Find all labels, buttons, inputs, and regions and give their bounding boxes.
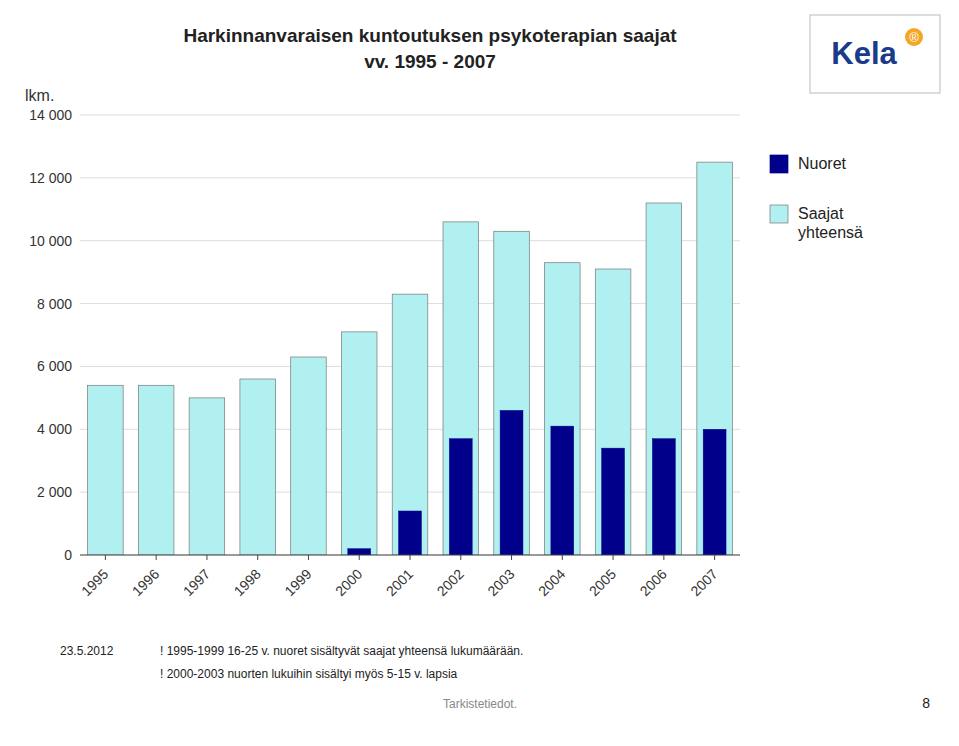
bar xyxy=(703,429,726,555)
x-tick-label: 2004 xyxy=(535,566,568,599)
y-tick-label: 10 000 xyxy=(29,233,72,249)
grid-line xyxy=(80,240,740,241)
bar xyxy=(646,203,682,555)
bar xyxy=(652,439,675,555)
y-tick-label: 8 000 xyxy=(37,296,72,312)
y-axis-label: lkm. xyxy=(25,87,54,104)
grid-line xyxy=(80,115,740,116)
bar xyxy=(697,162,733,555)
x-tick xyxy=(206,555,207,560)
bar xyxy=(449,439,472,555)
chart: Harkinnanvaraisen kuntoutuksen psykotera… xyxy=(0,0,959,746)
bar xyxy=(88,385,124,555)
title: Harkinnanvaraisen kuntoutuksen psykotera… xyxy=(183,25,677,46)
bar xyxy=(291,357,327,555)
bar xyxy=(240,379,276,555)
bar xyxy=(602,448,625,555)
logo-symbol: ® xyxy=(909,30,919,45)
x-tick xyxy=(562,555,563,560)
bars xyxy=(88,162,733,555)
x-tick xyxy=(359,555,360,560)
x-tick-label: 2000 xyxy=(332,566,365,599)
y-grid xyxy=(80,115,740,555)
logo-box xyxy=(810,15,940,93)
x-tick-label: 2007 xyxy=(687,566,720,599)
legend-swatch xyxy=(770,205,788,223)
x-tick xyxy=(460,555,461,560)
bar xyxy=(392,294,428,555)
y-tick-label: 0 xyxy=(64,547,72,563)
y-tick-label: 2 000 xyxy=(37,484,72,500)
x-tick-label: 2001 xyxy=(383,566,416,599)
logo: Kela ® xyxy=(810,15,940,93)
bar xyxy=(595,269,631,555)
grid-line xyxy=(80,177,740,178)
x-tick-label: 2002 xyxy=(434,566,467,599)
x-tick xyxy=(613,555,614,560)
x-tick xyxy=(663,555,664,560)
bar xyxy=(443,222,479,555)
x-tick-label: 2005 xyxy=(586,566,619,599)
y-tick-label: 4 000 xyxy=(37,421,72,437)
footnote: ! 2000-2003 nuorten lukuihin sisältyi my… xyxy=(160,667,458,681)
y-tick-label: 14 000 xyxy=(29,107,72,123)
x-tick-label: 1997 xyxy=(180,566,213,599)
y-tick-label: 12 000 xyxy=(29,170,72,186)
bar xyxy=(189,398,225,555)
footnote-date: 23.5.2012 xyxy=(60,644,114,658)
x-tick xyxy=(156,555,157,560)
bar xyxy=(348,549,371,555)
legend-label: Nuoret xyxy=(798,155,847,172)
bar xyxy=(399,511,422,555)
bar xyxy=(494,231,530,555)
x-tick-label: 2003 xyxy=(484,566,517,599)
page-number: 8 xyxy=(922,695,930,711)
footnote: ! 1995-1999 16-25 v. nuoret sisältyvät s… xyxy=(160,644,523,658)
y-tick-label: 6 000 xyxy=(37,358,72,374)
x-tick xyxy=(410,555,411,560)
bar-series xyxy=(88,162,733,555)
subtitle: vv. 1995 - 2007 xyxy=(364,51,496,72)
x-tick xyxy=(714,555,715,560)
legend-swatch xyxy=(770,155,788,173)
x-tick-label: 2006 xyxy=(637,566,670,599)
bar xyxy=(138,385,174,555)
x-tick-label: 1996 xyxy=(129,566,162,599)
x-tick xyxy=(308,555,309,560)
bar-series xyxy=(348,410,726,555)
bar xyxy=(545,263,581,555)
footnote-center: Tarkistetiedot. xyxy=(443,697,517,711)
bar xyxy=(551,426,574,555)
x-tick xyxy=(511,555,512,560)
x-tick xyxy=(105,555,106,560)
x-tick xyxy=(257,555,258,560)
legend-label: Saajatyhteensä xyxy=(798,205,863,241)
bar xyxy=(500,410,523,555)
logo-mark xyxy=(905,28,923,46)
legend: Nuoret Saajatyhteensä xyxy=(770,155,863,241)
logo-text: Kela xyxy=(831,36,897,71)
x-tick-label: 1999 xyxy=(281,566,314,599)
x-tick-label: 1995 xyxy=(78,566,111,599)
x-tick-label: 1998 xyxy=(230,566,263,599)
bar xyxy=(341,332,377,555)
